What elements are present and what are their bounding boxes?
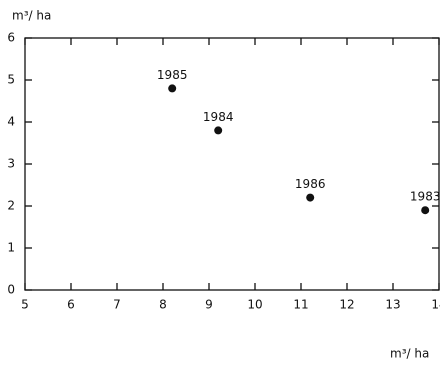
point-label: 1983 <box>410 190 440 204</box>
x-tick-label: 8 <box>159 298 167 312</box>
x-tick-label: 12 <box>339 298 354 312</box>
plot-frame <box>24 37 440 291</box>
x-tick-label: 6 <box>67 298 75 312</box>
point <box>421 206 430 215</box>
x-axis-label: m³/ ha <box>390 347 429 361</box>
y-tick-label: 3 <box>7 157 15 171</box>
x-tick-label: 13 <box>385 298 400 312</box>
point <box>214 126 223 135</box>
y-tick-label: 6 <box>7 31 15 45</box>
y-tick-label: 5 <box>7 73 15 87</box>
y-tick-label: 2 <box>7 199 15 213</box>
y-axis-label: m³/ ha <box>12 9 51 23</box>
y-tick-label: 0 <box>7 283 15 297</box>
point <box>168 84 177 93</box>
y-tick-label: 1 <box>7 241 15 255</box>
x-tick-label: 14 <box>431 298 440 312</box>
y-tick-label: 4 <box>7 115 15 129</box>
point <box>306 193 315 202</box>
point-label: 1984 <box>203 110 234 124</box>
point-label: 1986 <box>295 177 326 191</box>
x-tick-label: 7 <box>113 298 121 312</box>
x-tick-label: 9 <box>205 298 213 312</box>
point-label: 1985 <box>157 68 188 82</box>
x-tick-label: 11 <box>293 298 308 312</box>
x-tick-label: 10 <box>247 298 262 312</box>
x-tick-label: 5 <box>21 298 29 312</box>
